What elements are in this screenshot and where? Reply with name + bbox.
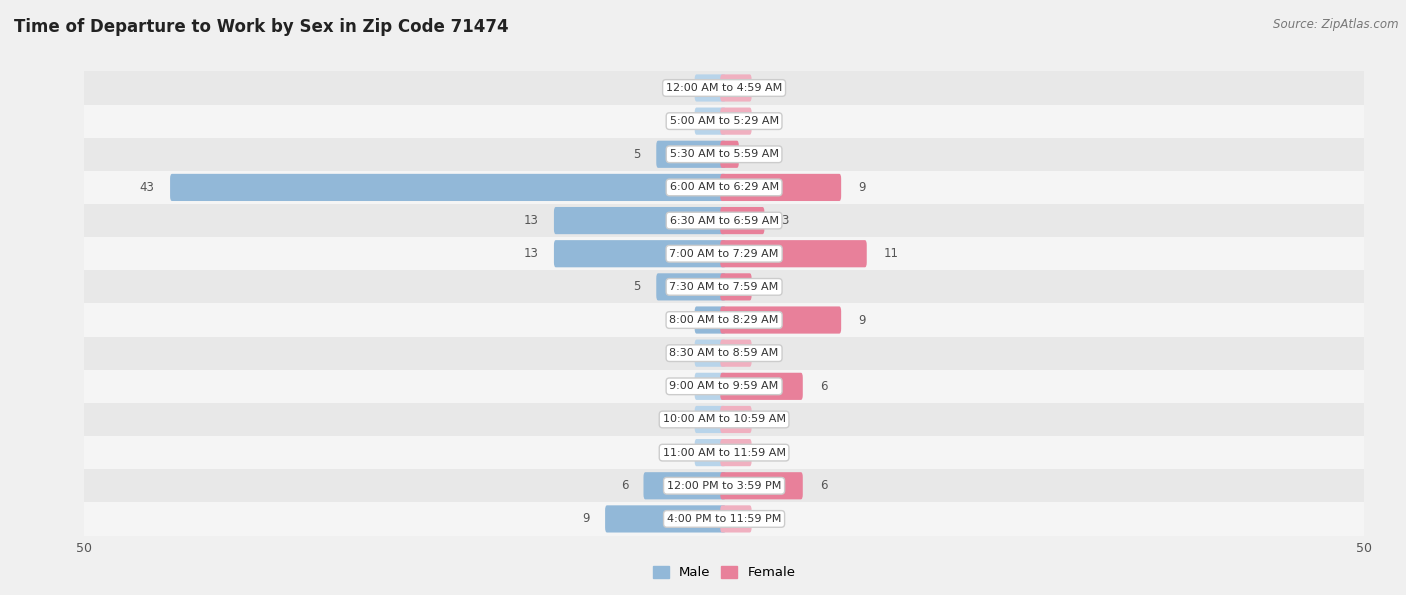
FancyBboxPatch shape — [720, 306, 841, 334]
Text: 9: 9 — [859, 314, 866, 327]
Text: 0: 0 — [769, 82, 776, 95]
Text: 0: 0 — [769, 446, 776, 459]
Text: 7:00 AM to 7:29 AM: 7:00 AM to 7:29 AM — [669, 249, 779, 259]
FancyBboxPatch shape — [695, 108, 725, 134]
Bar — [20, 469, 1406, 502]
Text: 0: 0 — [769, 347, 776, 359]
Text: 12:00 AM to 4:59 AM: 12:00 AM to 4:59 AM — [666, 83, 782, 93]
FancyBboxPatch shape — [720, 74, 752, 102]
Bar — [20, 337, 1406, 369]
Text: 0: 0 — [672, 380, 679, 393]
Bar — [20, 502, 1406, 536]
Text: 5:30 AM to 5:59 AM: 5:30 AM to 5:59 AM — [669, 149, 779, 159]
Text: 4:00 PM to 11:59 PM: 4:00 PM to 11:59 PM — [666, 514, 782, 524]
FancyBboxPatch shape — [695, 306, 725, 334]
Text: 2: 2 — [769, 280, 776, 293]
Bar — [20, 71, 1406, 105]
Bar — [20, 204, 1406, 237]
Bar — [20, 403, 1406, 436]
Text: 6:00 AM to 6:29 AM: 6:00 AM to 6:29 AM — [669, 183, 779, 192]
Bar — [20, 303, 1406, 337]
Text: 8:30 AM to 8:59 AM: 8:30 AM to 8:59 AM — [669, 348, 779, 358]
Text: 0: 0 — [769, 115, 776, 127]
FancyBboxPatch shape — [605, 505, 725, 533]
Text: 2: 2 — [672, 314, 679, 327]
FancyBboxPatch shape — [720, 472, 803, 499]
Bar — [20, 369, 1406, 403]
FancyBboxPatch shape — [720, 273, 752, 300]
FancyBboxPatch shape — [720, 406, 752, 433]
Legend: Male, Female: Male, Female — [647, 560, 801, 585]
FancyBboxPatch shape — [720, 240, 866, 267]
FancyBboxPatch shape — [720, 372, 803, 400]
Bar — [20, 270, 1406, 303]
Text: 5: 5 — [634, 148, 641, 161]
Text: 6: 6 — [820, 380, 828, 393]
FancyBboxPatch shape — [170, 174, 725, 201]
Text: 13: 13 — [523, 214, 538, 227]
FancyBboxPatch shape — [695, 74, 725, 102]
FancyBboxPatch shape — [657, 140, 725, 168]
Text: 0: 0 — [672, 446, 679, 459]
Text: 8:00 AM to 8:29 AM: 8:00 AM to 8:29 AM — [669, 315, 779, 325]
Text: 12:00 PM to 3:59 PM: 12:00 PM to 3:59 PM — [666, 481, 782, 491]
Text: 3: 3 — [782, 214, 789, 227]
Bar — [20, 237, 1406, 270]
Text: 11:00 AM to 11:59 AM: 11:00 AM to 11:59 AM — [662, 447, 786, 458]
FancyBboxPatch shape — [720, 140, 738, 168]
Text: 6: 6 — [820, 480, 828, 492]
Text: 5: 5 — [634, 280, 641, 293]
FancyBboxPatch shape — [720, 505, 752, 533]
FancyBboxPatch shape — [720, 174, 841, 201]
Text: 9: 9 — [582, 512, 589, 525]
FancyBboxPatch shape — [720, 207, 765, 234]
Text: 6:30 AM to 6:59 AM: 6:30 AM to 6:59 AM — [669, 215, 779, 226]
Bar — [20, 171, 1406, 204]
FancyBboxPatch shape — [695, 372, 725, 400]
Bar — [20, 436, 1406, 469]
Text: 9:00 AM to 9:59 AM: 9:00 AM to 9:59 AM — [669, 381, 779, 392]
Text: Time of Departure to Work by Sex in Zip Code 71474: Time of Departure to Work by Sex in Zip … — [14, 18, 509, 36]
Text: 9: 9 — [859, 181, 866, 194]
Text: 43: 43 — [139, 181, 155, 194]
Text: 11: 11 — [884, 248, 898, 260]
FancyBboxPatch shape — [695, 406, 725, 433]
Text: 0: 0 — [672, 347, 679, 359]
FancyBboxPatch shape — [695, 439, 725, 466]
Text: 5:00 AM to 5:29 AM: 5:00 AM to 5:29 AM — [669, 116, 779, 126]
Text: 7:30 AM to 7:59 AM: 7:30 AM to 7:59 AM — [669, 282, 779, 292]
Text: 0: 0 — [769, 512, 776, 525]
Text: Source: ZipAtlas.com: Source: ZipAtlas.com — [1274, 18, 1399, 31]
FancyBboxPatch shape — [554, 240, 725, 267]
FancyBboxPatch shape — [554, 207, 725, 234]
FancyBboxPatch shape — [657, 273, 725, 300]
Bar — [20, 105, 1406, 137]
FancyBboxPatch shape — [720, 340, 752, 367]
Text: 10:00 AM to 10:59 AM: 10:00 AM to 10:59 AM — [662, 415, 786, 424]
Bar — [20, 137, 1406, 171]
FancyBboxPatch shape — [720, 439, 752, 466]
Text: 0: 0 — [672, 82, 679, 95]
FancyBboxPatch shape — [695, 340, 725, 367]
Text: 13: 13 — [523, 248, 538, 260]
Text: 0: 0 — [672, 115, 679, 127]
Text: 0: 0 — [769, 413, 776, 426]
Text: 1: 1 — [769, 148, 776, 161]
FancyBboxPatch shape — [720, 108, 752, 134]
Text: 6: 6 — [620, 480, 628, 492]
FancyBboxPatch shape — [644, 472, 725, 499]
Text: 0: 0 — [672, 413, 679, 426]
